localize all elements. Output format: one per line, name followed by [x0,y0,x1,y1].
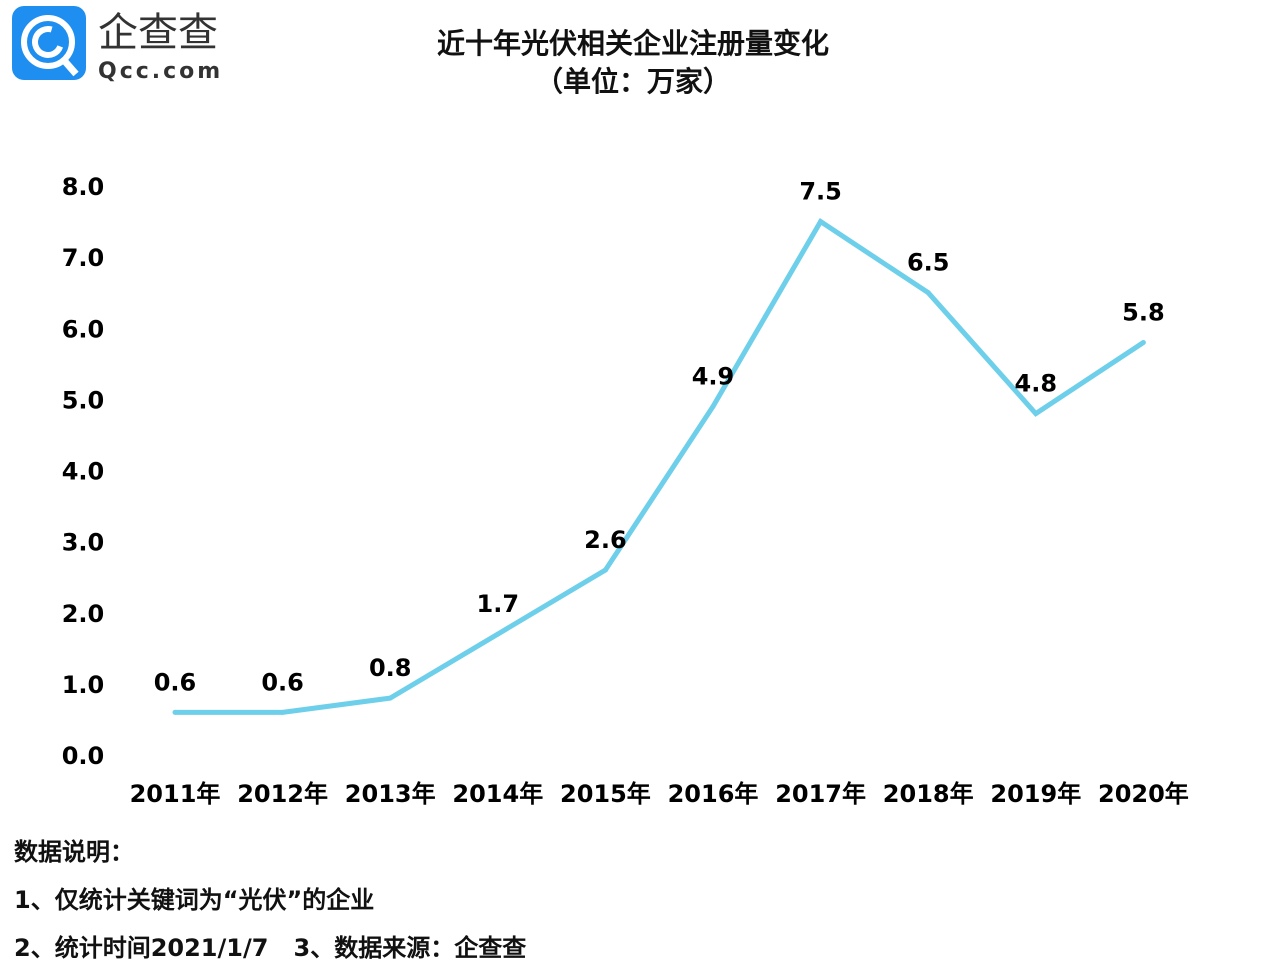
x-tick-label: 2017年 [775,780,866,808]
data-point [710,403,716,409]
line-chart: 0.0 1.0 2.0 3.0 4.0 5.0 6.0 7.0 8.0 2011年 2012年 201… [62,173,1189,808]
data-point [280,709,286,715]
data-label: 1.7 [477,590,520,618]
y-tick-label: 0.0 [62,742,105,770]
svg-text:企查查: 企查查 [98,10,218,56]
note-line-1: 1、仅统计关键词为“光伏”的企业 [14,886,375,914]
data-label: 0.6 [154,668,197,696]
data-label: 5.8 [1122,298,1165,326]
x-tick-label: 2013年 [345,780,436,808]
svg-text:Qcc.com: Qcc.com [98,59,223,82]
notes-heading: 数据说明： [14,838,134,866]
x-tick-label: 2012年 [237,780,328,808]
x-tick-label: 2016年 [668,780,759,808]
x-tick-label: 2014年 [452,780,543,808]
data-point [172,709,178,715]
data-label: 6.5 [907,249,950,277]
x-tick-label: 2018年 [883,780,974,808]
qcc-logo: 企查查 Qcc.com [12,6,223,82]
y-tick-label: 8.0 [62,173,105,201]
note-line-2: 2、统计时间2021/1/7 3、数据来源：企查查 [14,934,527,962]
x-tick-label: 2015年 [560,780,651,808]
data-point [495,631,501,637]
y-tick-label: 5.0 [62,386,105,414]
data-point [818,219,824,225]
data-label: 2.6 [584,526,627,554]
y-tick-label: 2.0 [62,600,105,628]
y-tick-label: 3.0 [62,529,105,557]
data-point [1033,411,1039,417]
data-point [387,695,393,701]
data-point [1140,339,1146,345]
data-label: 4.8 [1015,370,1058,398]
data-point [602,567,608,573]
data-point [925,290,931,296]
series-line [175,218,1145,715]
data-label: 7.5 [799,178,842,206]
data-label: 0.8 [369,654,412,682]
x-tick-label: 2020年 [1098,780,1189,808]
y-tick-label: 1.0 [62,671,105,699]
chart-title: 近十年光伏相关企业注册量变化 [436,27,829,60]
x-tick-label: 2011年 [130,780,221,808]
x-tick-label: 2019年 [990,780,1081,808]
y-tick-label: 7.0 [62,244,105,272]
data-label: 0.6 [261,668,304,696]
y-tick-label: 4.0 [62,458,105,486]
data-label: 4.9 [692,362,735,390]
y-tick-label: 6.0 [62,315,105,343]
chart-subtitle: （单位：万家） [534,65,731,98]
